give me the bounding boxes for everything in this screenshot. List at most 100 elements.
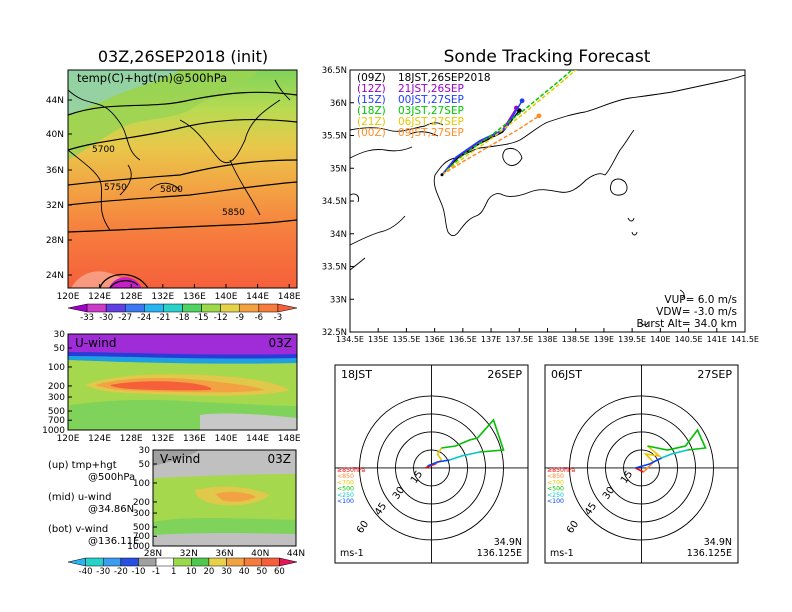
left-map-title: 03Z,26SEP2018 (init) (98, 47, 268, 66)
lat-tick-label: 35N (330, 164, 347, 174)
tracking-lon-ticks: 134.5E 135E 135.5E 136E 136.5E 137E 137.5E 138E… (336, 328, 759, 344)
lon-tick-label: 139E (594, 335, 614, 344)
lon-tick-label: 141.5E (731, 335, 759, 344)
colorbar-swatch (67, 557, 86, 567)
level-legend-entry: <500 (337, 486, 354, 493)
colorbar-swatch (120, 557, 139, 567)
colorbar-swatch (67, 303, 88, 313)
track-line (441, 100, 523, 176)
lon-tick-label: 136E (183, 434, 206, 444)
lon-tick-label: 148E (278, 434, 301, 444)
colorbar-tick-label: -15 (195, 313, 209, 323)
lon-tick-label: 135.5E (392, 335, 420, 344)
run-legend-jst: 18JST,26SEP2018 (398, 72, 491, 84)
colorbar-swatch (243, 557, 263, 567)
tracking-map (349, 69, 746, 333)
lon-tick-label: 138E (537, 335, 557, 344)
lon-tick-label: 137E (481, 335, 501, 344)
lon-tick-label: 144E (246, 434, 269, 444)
u-wind-label: U-wind (75, 336, 116, 350)
pressure-tick-label: 50 (54, 344, 66, 354)
lat-tick-label: 36N (215, 549, 233, 559)
lat-tick-label: 34.5N (322, 197, 347, 207)
temperature-colorbar: -33 -30 -27 -24 -21 -18 -15 -12 -9 -6 -3 (67, 303, 298, 323)
run-legend-jst: 06JST,27SEP (398, 116, 464, 128)
vdw-readout: VDW= -3.0 m/s (656, 306, 737, 318)
level-legend-entry: <500 (547, 486, 564, 493)
colorbar-swatch (277, 303, 298, 313)
run-legend-utc: (21Z) (357, 116, 386, 128)
colorbar-tick-label: 50 (256, 567, 267, 577)
coastline (350, 74, 745, 326)
lon-tick-label: 138.5E (562, 335, 590, 344)
run-legend-jst: 00JST,27SEP (398, 94, 464, 106)
colorbar-tick-label: -24 (137, 313, 151, 323)
track-line (441, 70, 577, 176)
colorbar-tick-label: 10 (186, 567, 197, 577)
colorbar-swatch (85, 557, 104, 567)
burst-alt-readout: Burst Alt= 34.0 km (637, 318, 737, 330)
lon-tick-label: 140E (215, 434, 238, 444)
lat-tick-label: 36N (46, 166, 64, 176)
contour-labels: 5700 5750 5800 5850 (92, 145, 245, 218)
lat-tick-label: 40N (46, 130, 64, 140)
note-level-line: @136.11E (88, 536, 139, 547)
level-legend-entry: ≥850hPa (337, 467, 365, 474)
track-series (440, 70, 577, 177)
colorbar-swatch (86, 303, 107, 313)
lon-tick-label: 144E (246, 292, 269, 302)
pressure-tick-label: 500 (133, 523, 150, 533)
note-tag-line: (mid) u-wind (48, 492, 111, 503)
run-legend-jst: 03JST,27SEP (398, 105, 464, 117)
colorbar-tick-label: -3 (274, 313, 282, 323)
run-legend-utc: (12Z) (357, 83, 386, 95)
lat-tick-label: 44N (287, 549, 305, 559)
lat-tick-label: 36N (330, 99, 347, 109)
lon-tick-label: 132E (151, 292, 174, 302)
pressure-tick-label: 1000 (42, 426, 65, 436)
lat-tick-label: 28N (46, 236, 64, 246)
track-line (441, 70, 573, 176)
pressure-tick-label: 200 (48, 382, 65, 392)
colorbar-tick-label: -18 (176, 313, 190, 323)
tracking-lat-ticks: 36.5N 36N 35.5N 35N 34.5N 34N 33.5N 33N 32.5N (322, 66, 354, 338)
hodograph-lat: 34.9N (494, 537, 522, 548)
run-legend-utc: (15Z) (357, 94, 386, 106)
colorbar-tick-label: -27 (118, 313, 132, 323)
pressure-tick-label: 700 (48, 416, 65, 426)
pressure-tick-label: 300 (48, 393, 65, 403)
colorbar-swatch (220, 303, 240, 313)
v-wind-lat-ticks: 28N 32N 36N 40N 44N (144, 549, 305, 559)
lat-tick-label: 24N (46, 271, 64, 281)
hodograph-time: 18JST (341, 368, 372, 381)
pressure-tick-label: 100 (133, 479, 150, 489)
contour-label-5700: 5700 (92, 145, 115, 155)
colorbar-swatch (155, 557, 174, 567)
colorbar-tick-label: 20 (204, 567, 215, 577)
hodograph-trace-segment (441, 418, 505, 453)
lon-tick-label: 120E (57, 292, 80, 302)
colorbar-swatch (208, 557, 227, 567)
lat-tick-label: 35.5N (322, 132, 347, 142)
colorbar-tick-label: -33 (80, 313, 94, 323)
u-wind-panel (67, 333, 298, 431)
run-legend-jst: 09JST,27SEP (398, 127, 464, 139)
lon-tick-label: 141E (707, 335, 727, 344)
lon-tick-label: 120E (57, 434, 80, 444)
pressure-tick-label: 1000 (127, 542, 150, 552)
lon-tick-label: 140E (215, 292, 238, 302)
left-map-lon-ticks: 120E 124E 128E 132E 136E 140E 144E 148E (57, 284, 301, 302)
pressure-tick-label: 200 (133, 498, 150, 508)
lon-tick-label: 139.5E (618, 335, 646, 344)
level-legend-entry: <100 (547, 498, 564, 505)
panel-legend-notes: (up) tmp+hgt@500hPa (mid) u-wind@34.86N (b… (48, 460, 139, 547)
colorbar-swatch (261, 557, 280, 567)
launch-site-marker (440, 173, 444, 177)
hodograph-date: 27SEP (697, 368, 732, 381)
track-endpoint (536, 113, 542, 119)
colorbar-swatch (102, 557, 122, 567)
lat-tick-label: 40N (251, 549, 269, 559)
run-legend-utc: (00Z) (357, 127, 386, 139)
hodograph-trace-segment (643, 445, 663, 463)
